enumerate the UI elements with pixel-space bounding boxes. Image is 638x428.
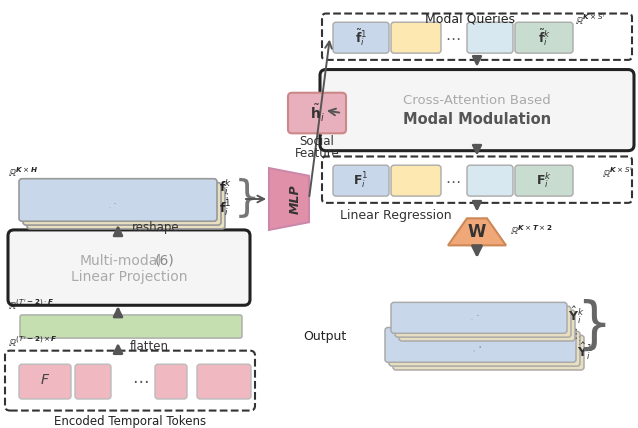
Text: Modal Queries: Modal Queries [425, 12, 515, 26]
FancyBboxPatch shape [391, 302, 567, 333]
FancyBboxPatch shape [155, 364, 187, 399]
FancyBboxPatch shape [515, 165, 573, 196]
Text: $\mathbb{R}^{\boldsymbol{K}\times\boldsymbol{T}\times\boldsymbol{2}}$: $\mathbb{R}^{\boldsymbol{K}\times\boldsy… [510, 223, 553, 237]
Text: $\mathbf{F}_i^k$: $\mathbf{F}_i^k$ [536, 171, 552, 190]
Text: $\tilde{\mathbf{f}}_i^1$: $\tilde{\mathbf{f}}_i^1$ [355, 27, 367, 48]
Text: ·: · [470, 314, 474, 327]
Text: $\mathbb{R}^{\boldsymbol{K}\times\boldsymbol{S^{\prime}}}$: $\mathbb{R}^{\boldsymbol{K}\times\boldsy… [602, 166, 633, 180]
Text: $\hat{\mathbf{Y}}_i^k$: $\hat{\mathbf{Y}}_i^k$ [568, 304, 584, 326]
Text: $\mathbf{f}_i^1$: $\mathbf{f}_i^1$ [219, 199, 232, 219]
Text: $\vdots$: $\vdots$ [219, 191, 228, 205]
Text: $\mathbb{R}^{\boldsymbol{K}\times\boldsymbol{H}}$: $\mathbb{R}^{\boldsymbol{K}\times\boldsy… [8, 165, 38, 179]
Text: $\mathbb{R}^{\boldsymbol{K}\times\boldsymbol{S^{\prime}}}$: $\mathbb{R}^{\boldsymbol{K}\times\boldsy… [575, 12, 606, 27]
FancyBboxPatch shape [389, 331, 580, 366]
FancyBboxPatch shape [322, 14, 632, 60]
FancyBboxPatch shape [395, 306, 571, 337]
FancyBboxPatch shape [393, 335, 584, 370]
FancyBboxPatch shape [515, 22, 573, 53]
Text: Multi-modal: Multi-modal [80, 254, 162, 268]
FancyBboxPatch shape [391, 22, 441, 53]
Text: $\hat{\mathbf{Y}}_i^1$: $\hat{\mathbf{Y}}_i^1$ [577, 341, 593, 363]
Text: $\vdots$: $\vdots$ [568, 327, 577, 341]
Polygon shape [448, 218, 506, 245]
Text: Modal Modulation: Modal Modulation [403, 112, 551, 127]
Text: flatten: flatten [130, 340, 169, 353]
Text: ·: · [476, 310, 480, 324]
FancyBboxPatch shape [27, 187, 225, 229]
Text: Social: Social [300, 135, 334, 148]
FancyBboxPatch shape [322, 157, 632, 203]
Text: Cross-Attention Based: Cross-Attention Based [403, 94, 551, 107]
Text: $\mathbf{f}_i^k$: $\mathbf{f}_i^k$ [219, 178, 232, 197]
Text: $\mathbb{R}^{(\boldsymbol{T^{\prime}-2})\times\boldsymbol{F}}$: $\mathbb{R}^{(\boldsymbol{T^{\prime}-2})… [8, 335, 58, 349]
Text: $\mathbf{F}_i^1$: $\mathbf{F}_i^1$ [353, 170, 369, 191]
FancyBboxPatch shape [467, 165, 513, 196]
Text: Linear Projection: Linear Projection [71, 270, 187, 284]
FancyBboxPatch shape [399, 310, 575, 341]
Text: $F$: $F$ [40, 373, 50, 386]
Text: ·: · [472, 345, 476, 359]
Text: }: } [576, 299, 611, 353]
FancyBboxPatch shape [197, 364, 251, 399]
Text: ·: · [478, 341, 482, 355]
Text: (6): (6) [155, 254, 175, 268]
FancyBboxPatch shape [288, 93, 346, 133]
FancyBboxPatch shape [391, 165, 441, 196]
Text: $\cdots$: $\cdots$ [131, 371, 148, 389]
FancyBboxPatch shape [467, 22, 513, 53]
FancyBboxPatch shape [333, 165, 389, 196]
Text: $\cdots$: $\cdots$ [445, 173, 461, 188]
Text: Output: Output [304, 330, 347, 343]
Text: $\mathbb{R}^{(\boldsymbol{T^{\prime}-2})\cdot\boldsymbol{F}}$: $\mathbb{R}^{(\boldsymbol{T^{\prime}-2})… [8, 298, 54, 312]
Text: MLP: MLP [288, 184, 302, 214]
Text: ·: · [113, 198, 117, 211]
FancyBboxPatch shape [5, 351, 255, 410]
Text: $\cdots$: $\cdots$ [445, 30, 461, 45]
FancyBboxPatch shape [8, 230, 250, 305]
FancyBboxPatch shape [19, 364, 71, 399]
Polygon shape [269, 168, 309, 230]
Text: $\tilde{\mathbf{f}}_i^k$: $\tilde{\mathbf{f}}_i^k$ [538, 27, 551, 48]
Text: reshape: reshape [132, 221, 180, 235]
FancyBboxPatch shape [20, 315, 242, 338]
FancyBboxPatch shape [19, 179, 217, 221]
Text: }: } [234, 178, 260, 220]
Text: W: W [468, 223, 486, 241]
FancyBboxPatch shape [75, 364, 111, 399]
FancyBboxPatch shape [23, 183, 221, 225]
FancyBboxPatch shape [385, 327, 576, 362]
Text: Encoded Temporal Tokens: Encoded Temporal Tokens [54, 416, 206, 428]
FancyBboxPatch shape [333, 22, 389, 53]
Text: Linear Regression: Linear Regression [340, 209, 452, 222]
Text: $\vdots$: $\vdots$ [573, 333, 581, 347]
Text: ·: · [108, 202, 112, 215]
FancyBboxPatch shape [320, 70, 634, 151]
Text: $\tilde{\mathbf{h}}_i$: $\tilde{\mathbf{h}}_i$ [309, 103, 324, 124]
Text: Feature: Feature [295, 147, 339, 160]
